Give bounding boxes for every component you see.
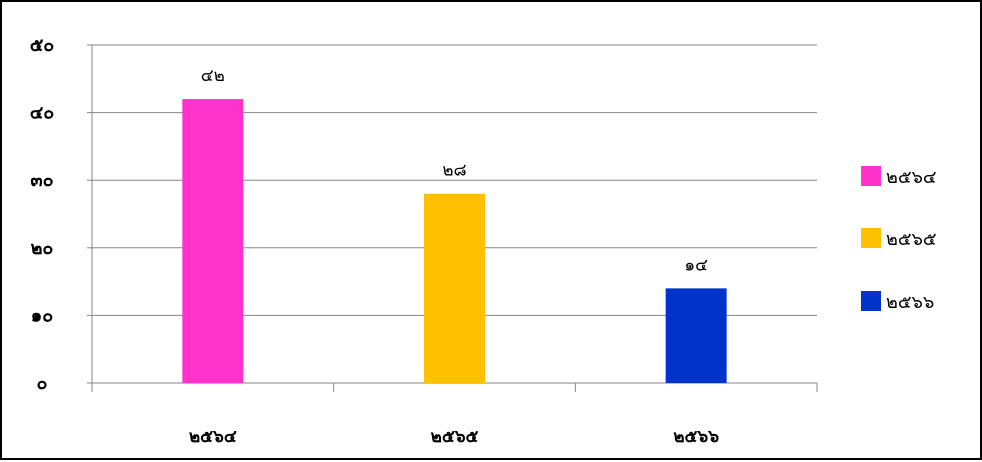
x-axis-ticks: ๒๕๖๔ ๒๕๖๕ ๒๕๖๖ [189, 427, 719, 447]
data-label: ๔๒ [201, 66, 225, 86]
legend-label: ๒๕๖๔ [886, 167, 937, 188]
legend-label: ๒๕๖๖ [886, 292, 934, 313]
legend-swatch [861, 291, 881, 311]
x-tick-label: ๒๕๖๔ [189, 427, 237, 447]
y-tick-label: ๓๐ [30, 170, 53, 191]
y-tick-label: ๕๐ [30, 35, 55, 56]
bar [424, 193, 485, 383]
bar [182, 99, 244, 383]
legend-swatch [861, 228, 881, 248]
legend-swatch [861, 166, 881, 186]
bars [182, 99, 727, 383]
data-label: ๒๘ [442, 161, 466, 181]
bar [665, 288, 727, 383]
y-axis-ticks: ๐ ๑๐ ๒๐ ๓๐ ๔๐ ๕๐ [30, 35, 55, 394]
legend-label: ๒๕๖๕ [886, 229, 937, 250]
x-tick-label: ๒๕๖๖ [673, 427, 719, 447]
data-label: ๑๔ [684, 255, 708, 275]
y-tick-label: ๑๐ [31, 305, 53, 326]
y-tick-label: ๔๐ [30, 103, 55, 124]
x-tick-label: ๒๕๖๕ [431, 427, 479, 447]
y-tick-label: ๐ [37, 373, 48, 394]
y-tick-label: ๒๐ [31, 238, 54, 259]
